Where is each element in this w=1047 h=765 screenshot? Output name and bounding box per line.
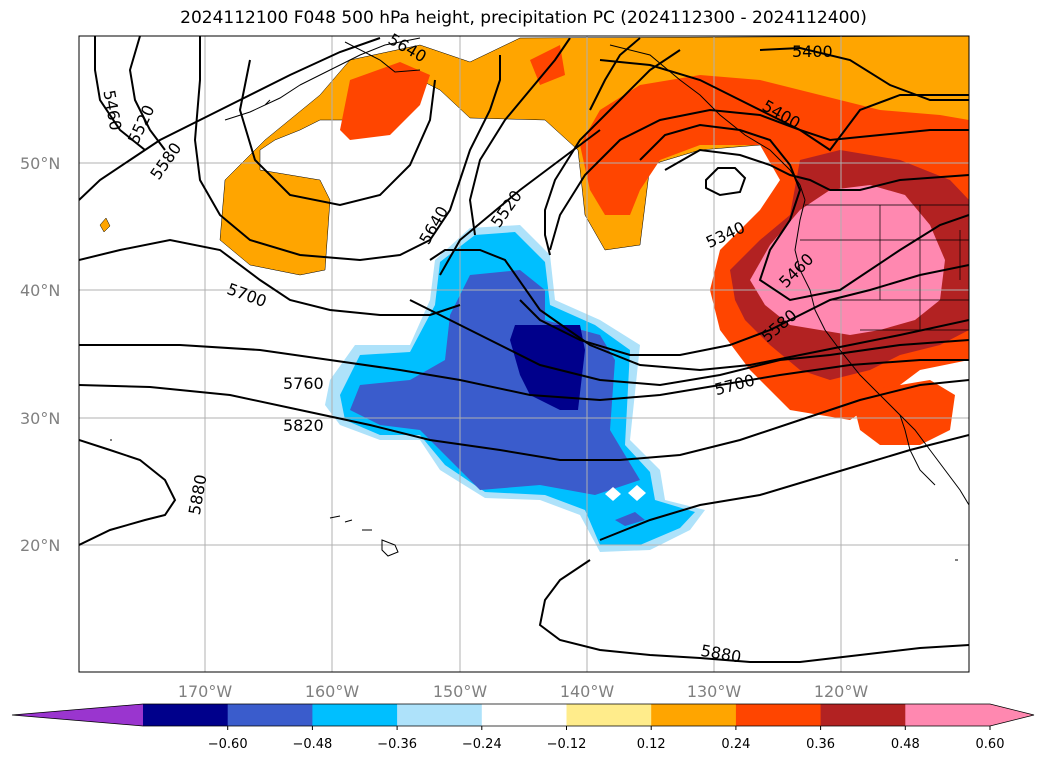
contour-5400 (664, 148, 969, 191)
us-west-coast (794, 199, 969, 506)
lon-label: 150°W (433, 682, 488, 701)
colorbar-segment (735, 704, 822, 726)
contour-label: 5760 (283, 374, 324, 393)
colorbar-tick-label: 0.12 (637, 737, 666, 752)
contour-label: 5640 (415, 203, 452, 248)
lon-label: 130°W (687, 682, 742, 701)
contour-inner-loop (238, 59, 436, 207)
contour-5580 (544, 49, 681, 256)
lat-label: 30°N (20, 409, 60, 428)
colorbar-tick-label: −0.36 (377, 737, 417, 752)
colorbar-segment (566, 704, 652, 726)
colorbar-segment (397, 704, 483, 726)
contour-label: 5400 (792, 42, 833, 61)
colorbar-tick-label: 0.48 (891, 737, 920, 752)
colorbar-tick-label: −0.12 (547, 737, 587, 752)
contour-outer-west (79, 238, 461, 316)
contour-label: 5520 (487, 187, 526, 231)
latitude-labels: 50°N 40°N 30°N 20°N (20, 154, 60, 555)
colorbar-segment (143, 704, 229, 726)
contour-5880-south (538, 559, 969, 663)
precip-orange-region (99, 217, 111, 233)
contour-5880-west (79, 439, 177, 546)
alaska-coast (224, 37, 421, 121)
lat-label: 20°N (20, 536, 60, 555)
state-borders (800, 204, 969, 331)
precip-cyan-region (417, 337, 426, 345)
graticule (79, 36, 969, 672)
contour-5460 (639, 123, 969, 302)
precip-blue-region (350, 270, 640, 495)
colorbar-segment (905, 704, 991, 726)
colorbar-segment (312, 704, 398, 726)
longitude-labels: 170°W 160°W 150°W 140°W 130°W 120°W (178, 682, 869, 701)
colorbar-tick-label: −0.24 (462, 737, 502, 752)
contour-5820 (79, 379, 969, 461)
contour-5520b (549, 94, 969, 251)
contour-label: 5520 (124, 102, 158, 147)
lat-label: 40°N (20, 281, 60, 300)
contour-5460-west (94, 36, 146, 151)
contour-label: 5460 (99, 89, 125, 132)
colorbar-tick-label: 0.36 (806, 737, 835, 752)
lat-label: 50°N (20, 154, 60, 173)
precip-blue-region (615, 512, 645, 526)
colorbar-segment (820, 704, 906, 726)
map-title: 2024112100 F048 500 hPa height, precipit… (180, 8, 867, 28)
contour-5640 (468, 37, 571, 236)
contour-5820-east (599, 434, 969, 541)
contour-5640-loop (429, 249, 969, 372)
lon-label: 160°W (305, 682, 360, 701)
contour-label: 5880 (699, 641, 742, 667)
colorbar-segment (481, 704, 567, 726)
contour-north-west (79, 37, 381, 201)
colorbar-extend-low (12, 704, 143, 726)
precip-red-region (340, 62, 430, 140)
contour-label: 5880 (185, 473, 211, 516)
contour-5400-topright (759, 46, 969, 101)
map-frame (78, 35, 970, 673)
contour-5520-west (128, 36, 166, 151)
contour-label: 5700 (224, 279, 269, 311)
colorbar-tick-label: −0.48 (292, 737, 332, 752)
lon-label: 170°W (178, 682, 233, 701)
colorbar-tick-label: 0.24 (721, 737, 750, 752)
colorbar-segment (227, 704, 313, 726)
contour-5400-north (599, 59, 969, 142)
contour-west-loop (193, 36, 501, 262)
contour-5700 (439, 129, 601, 276)
precip-gap (628, 485, 646, 501)
contour-5340 (705, 167, 747, 197)
contour-label: 5820 (283, 416, 324, 435)
colorbar-segment (651, 704, 737, 726)
precip-red-region (855, 380, 955, 445)
coastlines (110, 37, 969, 561)
height-contours (79, 36, 969, 663)
contour-5520 (589, 37, 641, 111)
precip-gap (605, 487, 621, 501)
islands (110, 439, 958, 561)
hawaii-islands (329, 515, 399, 557)
colorbar: −0.60 −0.48 −0.36 −0.24 −0.12 0.12 0.24 0.36 0.4… (11, 703, 1035, 752)
lon-label: 120°W (814, 682, 869, 701)
colorbar-extend-high (990, 704, 1034, 726)
colorbar-tick-label: 0.60 (976, 737, 1005, 752)
lon-label: 140°W (560, 682, 615, 701)
contour-5760 (79, 344, 969, 402)
contour-5580-loop (519, 264, 969, 356)
colorbar-tick-label: −0.60 (208, 737, 248, 752)
contour-5700-loop (409, 299, 969, 387)
colorbar-outline (11, 703, 1035, 727)
precip-red-region (530, 45, 565, 85)
